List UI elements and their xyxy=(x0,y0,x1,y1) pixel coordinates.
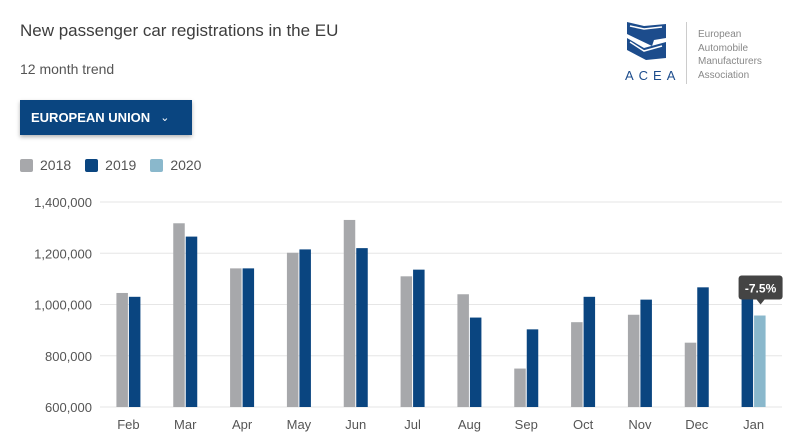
bar-2018-oct[interactable] xyxy=(571,322,583,407)
x-tick-label: May xyxy=(287,417,312,432)
logo-divider xyxy=(686,22,687,84)
legend-label: 2018 xyxy=(40,157,72,173)
bar-2019-oct[interactable] xyxy=(583,296,596,407)
y-tick-label: 1,200,000 xyxy=(34,246,92,261)
x-tick-label: Feb xyxy=(117,417,139,432)
legend-swatch xyxy=(20,158,33,172)
legend-item-2019[interactable]: 2019 xyxy=(85,157,136,173)
bar-2019-dec[interactable] xyxy=(697,287,709,407)
chart-subtitle: 12 month trend xyxy=(20,61,115,77)
chart-title: New passenger car registrations in the E… xyxy=(20,21,339,40)
legend: 2018 2019 2020 xyxy=(20,157,201,173)
bar-2018-jun[interactable] xyxy=(343,219,356,407)
bar-2019-aug[interactable] xyxy=(469,317,482,407)
bar-2019-jan[interactable] xyxy=(741,295,754,407)
legend-item-2018[interactable]: 2018 xyxy=(20,157,71,173)
acea-org-name: European Automobile Manufacturers Associ… xyxy=(698,28,762,82)
legend-swatch xyxy=(150,158,164,172)
org-line: Automobile xyxy=(698,42,749,54)
legend-label: 2020 xyxy=(170,157,202,173)
x-tick-label: Jun xyxy=(345,417,366,432)
y-tick-label: 1,400,000 xyxy=(34,195,92,210)
bar-2019-sep[interactable] xyxy=(526,329,539,407)
bar-2019-jun[interactable] xyxy=(356,248,368,407)
region-dropdown-label: EUROPEAN UNION xyxy=(31,110,151,125)
bar-2018-feb[interactable] xyxy=(116,292,128,407)
bar-2019-jul[interactable] xyxy=(413,269,425,407)
x-tick-label: Sep xyxy=(515,417,538,432)
x-tick-label: Aug xyxy=(458,417,481,432)
bar-2020-jan[interactable] xyxy=(754,315,766,407)
acea-logo: ACEA European Automobile Manufacturers A… xyxy=(622,20,792,86)
x-tick-label: Jul xyxy=(404,417,421,432)
x-tick-label: Oct xyxy=(573,417,594,432)
bar-2018-dec[interactable] xyxy=(684,342,697,407)
bar-2018-sep[interactable] xyxy=(514,368,526,407)
x-tick-label: Dec xyxy=(685,417,709,432)
acea-acronym: ACEA xyxy=(625,68,681,83)
bar-2019-apr[interactable] xyxy=(242,268,255,407)
bar-2018-nov[interactable] xyxy=(627,314,640,407)
bar-2019-feb[interactable] xyxy=(128,296,141,407)
x-tick-label: Jan xyxy=(743,417,764,432)
bar-2018-aug[interactable] xyxy=(457,294,469,407)
tooltip-box xyxy=(738,275,783,300)
chevron-down-icon: ⌄ xyxy=(160,112,170,124)
bar-2018-mar[interactable] xyxy=(173,223,185,407)
org-line: European xyxy=(698,29,742,40)
region-dropdown[interactable]: EUROPEAN UNION ⌄ xyxy=(20,100,192,135)
org-line: Association xyxy=(698,69,750,81)
bar-2018-may[interactable] xyxy=(286,252,299,407)
bar-2019-mar[interactable] xyxy=(185,236,198,407)
x-tick-label: Apr xyxy=(232,417,253,432)
legend-item-2020[interactable]: 2020 xyxy=(150,157,201,173)
x-tick-label: Mar xyxy=(174,417,197,432)
bar-2019-may[interactable] xyxy=(299,249,311,407)
bar-2018-apr[interactable] xyxy=(230,268,242,407)
x-tick-label: Nov xyxy=(628,417,652,432)
y-tick-label: 1,000,000 xyxy=(34,298,92,313)
legend-swatch xyxy=(85,158,99,172)
bar-2019-nov[interactable] xyxy=(640,299,652,407)
tooltip-pointer xyxy=(756,299,765,305)
y-tick-label: 800,000 xyxy=(45,349,92,364)
bar-2018-jul[interactable] xyxy=(400,276,413,407)
y-tick-label: 600,000 xyxy=(45,400,92,415)
org-line: Manufacturers xyxy=(698,56,762,67)
tooltip-text: -7.5% xyxy=(745,282,777,296)
acea-logo-mark-icon xyxy=(627,22,666,60)
legend-label: 2019 xyxy=(105,157,137,173)
